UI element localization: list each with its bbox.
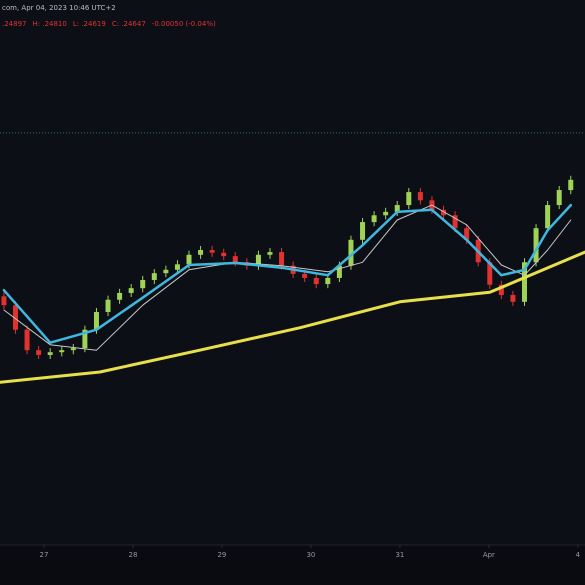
candle-body: [163, 269, 169, 274]
ohlc-label: .24897: [2, 20, 27, 28]
candle-body: [487, 262, 493, 285]
x-tick-label: 4: [576, 551, 581, 559]
candle-body: [452, 215, 458, 229]
candle-body: [82, 329, 88, 349]
candle-body: [232, 256, 238, 263]
ohlc-label: -0.00050 (-0.04%): [152, 20, 216, 28]
candle-body: [360, 222, 366, 240]
time-axis-bar: [0, 545, 585, 585]
candle-body: [128, 288, 134, 293]
ohlc-label: C: .24647: [112, 20, 146, 28]
x-tick-label: 28: [128, 551, 137, 559]
candle-body: [140, 279, 146, 289]
candle-body: [198, 250, 204, 255]
candle-body: [93, 312, 99, 330]
candle-body: [464, 228, 470, 240]
candle-body: [545, 205, 551, 229]
candle-body: [105, 299, 111, 313]
header: com, Apr 04, 2023 10:46 UTC+2: [2, 4, 116, 12]
candle-body: [533, 228, 539, 263]
candle-body: [302, 273, 308, 278]
ohlc-label: L: .24619: [73, 20, 106, 28]
candle-body: [174, 264, 180, 270]
candle-body: [406, 192, 412, 206]
candle-body: [521, 262, 527, 302]
candle-body: [186, 254, 192, 265]
x-tick-label: 31: [395, 551, 404, 559]
candle-body: [510, 294, 516, 302]
candle-body: [371, 215, 377, 223]
x-tick-label: 27: [39, 551, 48, 559]
candle-body: [36, 350, 42, 355]
candle-body: [59, 350, 65, 353]
candle-body: [117, 292, 123, 300]
candle-body: [70, 348, 76, 351]
moving-average-line: [2, 203, 573, 344]
candle-body: [394, 205, 400, 212]
candle-body: [441, 209, 447, 216]
candle-body: [325, 277, 331, 285]
candle-body: [255, 254, 261, 266]
candle-body: [12, 305, 18, 330]
ohlc-label: H: .24810: [33, 20, 67, 28]
candle-body: [313, 277, 319, 285]
candle-body: [47, 352, 53, 355]
candle-body: [279, 252, 285, 266]
candle-body: [383, 211, 389, 216]
candle-body: [498, 284, 504, 295]
candle-body: [1, 296, 7, 306]
candle-body: [568, 179, 574, 191]
candle-body: [336, 265, 342, 278]
moving-average-line: [3, 204, 572, 351]
candle-body: [417, 192, 423, 201]
candle-body: [267, 252, 273, 255]
candle-body: [221, 252, 227, 257]
x-tick-label: Apr: [483, 551, 495, 559]
candle-body: [24, 329, 30, 351]
x-tick-label: 30: [306, 551, 315, 559]
candle-body: [209, 250, 215, 253]
moving-average-line: [0, 250, 585, 384]
candle-body: [556, 190, 562, 206]
candle-body: [348, 239, 354, 266]
x-tick-label: 29: [217, 551, 226, 559]
candle-body: [151, 273, 157, 280]
